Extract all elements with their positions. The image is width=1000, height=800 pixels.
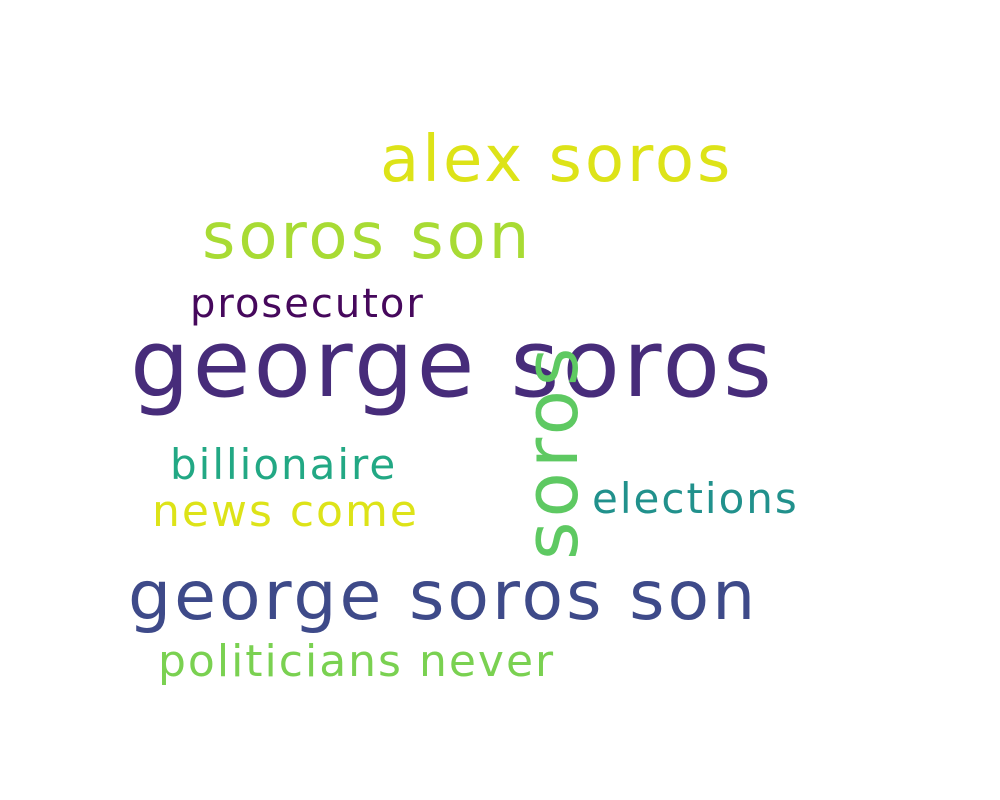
word-soros-son: soros son (202, 200, 533, 274)
word-billionaire: billionaire (170, 440, 398, 489)
word-politicians-never: politicians never (158, 636, 556, 687)
word-alex-soros: alex soros (380, 123, 734, 197)
word-george-soros: george soros (130, 310, 775, 419)
word-soros-vertical: soros (509, 343, 595, 560)
word-elections: elections (592, 474, 799, 523)
word-george-soros-son: george soros son (128, 557, 759, 636)
word-prosecutor: prosecutor (190, 281, 425, 327)
word-news-come: news come (152, 486, 419, 537)
